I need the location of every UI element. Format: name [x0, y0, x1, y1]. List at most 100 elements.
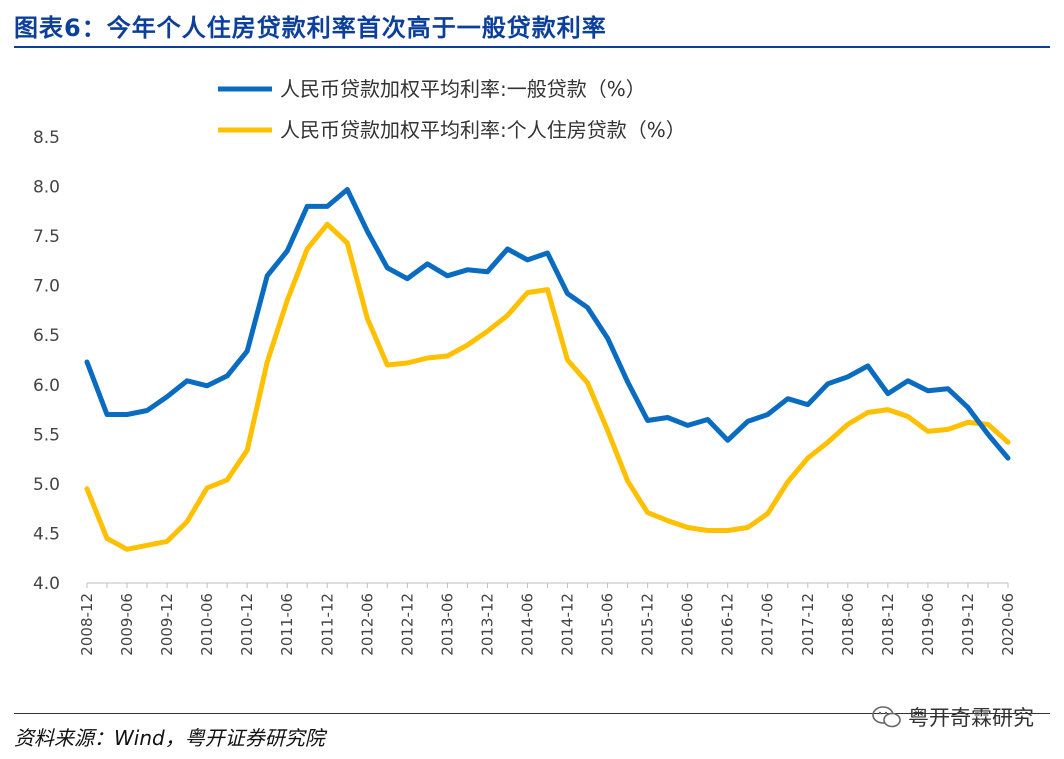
series-line-general-loan: [84, 187, 1011, 461]
general-loan-point: [465, 268, 469, 272]
general-loan-point: [586, 305, 590, 309]
housing-loan-point: [966, 420, 970, 424]
general-loan-point: [405, 277, 409, 281]
y-tick-label: 7.5: [33, 227, 60, 247]
housing-loan-point: [586, 381, 590, 385]
x-tick-label: 2010-12: [238, 593, 256, 656]
housing-loan-point: [786, 480, 790, 484]
x-tick-label: 2020-06: [999, 593, 1017, 656]
housing-loan-point: [806, 456, 810, 460]
general-loan-point: [786, 397, 790, 401]
general-loan-point: [85, 360, 89, 364]
general-loan-point: [345, 188, 349, 192]
y-tick-label: 4.0: [33, 574, 60, 594]
general-loan-point: [425, 262, 429, 266]
chart-title: 图表6：今年个人住房贷款利率首次高于一般贷款利率: [14, 14, 607, 42]
x-tick-label: 2016-06: [679, 593, 697, 656]
general-loan-point: [606, 336, 610, 340]
general-loan-point: [966, 406, 970, 410]
general-loan-point: [566, 292, 570, 296]
housing-loan-point: [946, 427, 950, 431]
housing-loan-point: [846, 422, 850, 426]
general-loan-point: [205, 384, 209, 388]
y-axis: 4.0 4.5 5.0 5.5 6.0 6.5 7.0 7.5 8.0 8.5: [33, 128, 60, 594]
housing-loan-point: [746, 525, 750, 529]
general-loan-point: [505, 247, 509, 251]
general-loan-point: [185, 379, 189, 383]
x-tick-label: 2010-06: [198, 593, 216, 656]
housing-loan-point: [726, 528, 730, 532]
general-loan-point: [866, 364, 870, 368]
series-group: [84, 187, 1011, 552]
housing-loan-point: [245, 448, 249, 452]
y-tick-label: 5.5: [33, 425, 60, 445]
housing-loan-point: [646, 511, 650, 515]
housing-loan-point: [205, 486, 209, 490]
housing-loan-point: [125, 547, 129, 551]
general-loan-point: [766, 413, 770, 417]
housing-loan-point: [225, 478, 229, 482]
legend-label-housing: 人民币贷款加权平均利率:个人住房贷款（%）: [280, 118, 686, 142]
footer-divider: [14, 713, 1050, 714]
general-loan-point: [646, 418, 650, 422]
title-divider: [14, 46, 1050, 48]
housing-loan-point: [265, 360, 269, 364]
general-loan-point: [145, 409, 149, 413]
housing-loan-point: [185, 520, 189, 524]
general-loan-point: [1006, 456, 1010, 460]
x-tick-label: 2012-12: [398, 593, 416, 656]
housing-loan-point: [345, 241, 349, 245]
housing-loan-point: [485, 329, 489, 333]
x-tick-label: 2008-12: [78, 593, 96, 656]
x-tick-label: 2018-06: [839, 593, 857, 656]
source-note: 资料来源：Wind，粤开证券研究院: [14, 726, 325, 750]
housing-loan-point: [445, 354, 449, 358]
x-tick-label: 2017-12: [799, 593, 817, 656]
general-loan-point: [105, 413, 109, 417]
general-loan-point: [686, 423, 690, 427]
housing-loan-point: [165, 539, 169, 543]
x-tick-label: 2014-12: [559, 593, 577, 656]
housing-loan-point: [325, 222, 329, 226]
housing-loan-point: [525, 291, 529, 295]
general-loan-point: [886, 392, 890, 396]
wechat-icon: [872, 706, 901, 728]
y-tick-label: 8.0: [33, 178, 60, 198]
housing-loan-point: [706, 528, 710, 532]
general-loan-point: [926, 389, 930, 393]
housing-loan-point: [105, 536, 109, 540]
housing-loan-point: [826, 440, 830, 444]
x-tick-label: 2012-06: [358, 593, 376, 656]
x-tick-label: 2009-06: [118, 593, 136, 656]
general-loan-point: [305, 204, 309, 208]
x-tick-label: 2013-06: [438, 593, 456, 656]
x-tick-label: 2018-12: [879, 593, 897, 656]
general-loan-point: [846, 375, 850, 379]
housing-loan-point: [505, 313, 509, 317]
housing-loan-point: [385, 363, 389, 367]
general-loan-point: [125, 413, 129, 417]
y-tick-label: 6.5: [33, 326, 60, 346]
housing-loan-point: [425, 356, 429, 360]
x-tick-label: 2015-12: [639, 593, 657, 656]
general-loan-point: [946, 387, 950, 391]
x-axis: 2008-12 2009-06 2009-12 2010-06 2010-12 2011-…: [78, 582, 1017, 656]
housing-loan-point: [906, 414, 910, 418]
general-loan-point: [165, 395, 169, 399]
y-tick-label: 8.5: [33, 128, 60, 148]
general-loan-point: [285, 249, 289, 253]
legend-label-general: 人民币贷款加权平均利率:一般贷款（%）: [280, 77, 646, 101]
x-tick-label: 2015-06: [599, 593, 617, 656]
housing-loan-point: [766, 512, 770, 516]
general-loan-point: [265, 274, 269, 278]
housing-loan-point: [666, 519, 670, 523]
general-loan-point: [245, 349, 249, 353]
general-loan-point: [445, 274, 449, 278]
housing-loan-point: [986, 422, 990, 426]
housing-loan-point: [405, 361, 409, 365]
general-loan-point: [485, 270, 489, 274]
x-tick-label: 2011-12: [318, 593, 336, 656]
x-tick-label: 2016-12: [719, 593, 737, 656]
housing-loan-point: [546, 288, 549, 292]
housing-loan-point: [626, 479, 630, 483]
